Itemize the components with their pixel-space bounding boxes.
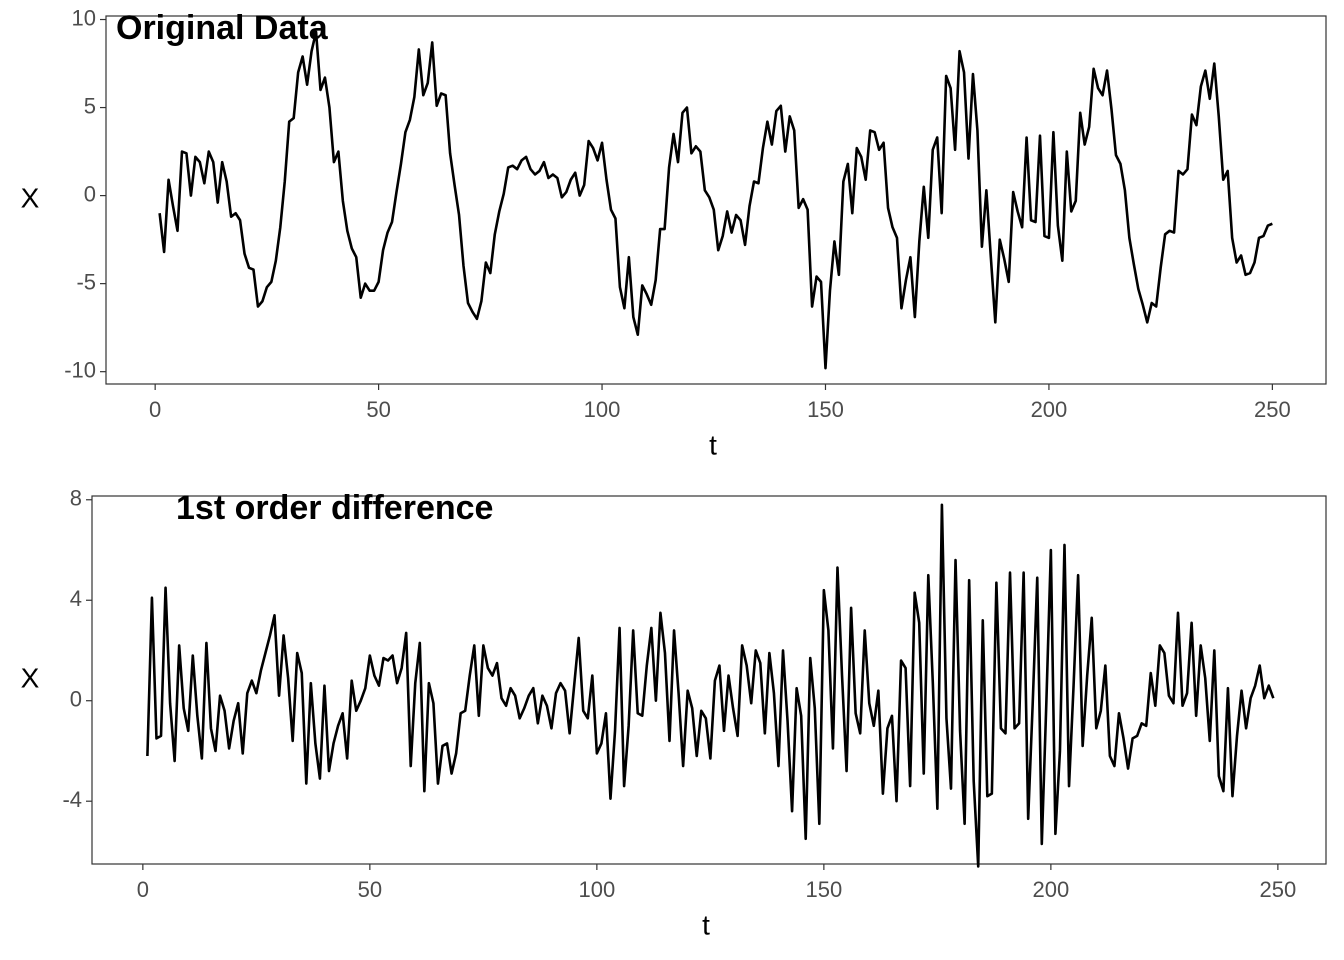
y-tick-label: -4 xyxy=(62,787,82,812)
x-tick-label: 0 xyxy=(149,397,161,422)
x-tick-label: 50 xyxy=(358,877,382,902)
panel-border xyxy=(91,495,1327,865)
data-line xyxy=(158,30,1273,370)
x-tick-label: 100 xyxy=(579,877,616,902)
y-tick-label: 8 xyxy=(70,486,82,511)
panel-border xyxy=(105,15,1327,385)
y-tick-label: -5 xyxy=(76,269,96,294)
y-axis-title: X xyxy=(21,182,40,213)
x-axis-title: t xyxy=(702,909,710,940)
y-tick-label: 0 xyxy=(70,687,82,712)
data-line xyxy=(146,503,1275,868)
x-tick-label: 50 xyxy=(366,397,390,422)
y-axis-title: X xyxy=(21,662,40,693)
y-tick-label: 10 xyxy=(72,5,96,30)
x-tick-label: 150 xyxy=(806,877,843,902)
y-tick-label: -10 xyxy=(64,357,96,382)
y-tick-label: 0 xyxy=(84,181,96,206)
x-tick-label: 250 xyxy=(1254,397,1291,422)
chart-title: Original Data xyxy=(116,9,329,47)
x-tick-label: 200 xyxy=(1033,877,1070,902)
x-axis-title: t xyxy=(709,429,717,460)
x-tick-label: 0 xyxy=(137,877,149,902)
y-tick-label: 5 xyxy=(84,93,96,118)
x-tick-label: 250 xyxy=(1260,877,1297,902)
chart-title: 1st order difference xyxy=(176,489,493,527)
x-tick-label: 200 xyxy=(1031,397,1068,422)
x-tick-label: 100 xyxy=(584,397,621,422)
x-tick-label: 150 xyxy=(807,397,844,422)
y-tick-label: 4 xyxy=(70,586,82,611)
